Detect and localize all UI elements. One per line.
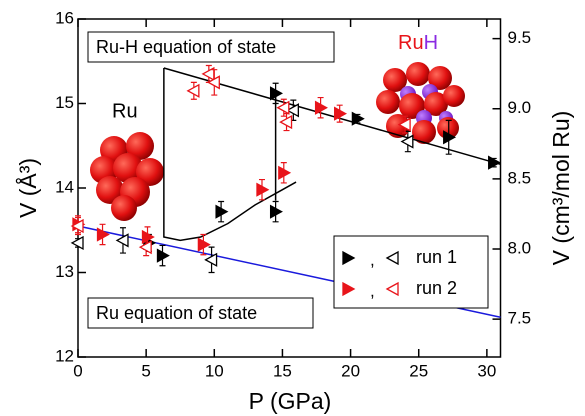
legend-marker: [342, 250, 356, 266]
x-tick-label: 30: [477, 361, 496, 380]
open-marker: [206, 75, 220, 90]
legend-marker: [342, 281, 356, 297]
y-tick-label: 14: [55, 177, 74, 196]
y2-tick-label: 9.5: [508, 28, 532, 47]
open-marker: [276, 100, 290, 115]
y-tick-label: 13: [55, 262, 74, 281]
open-marker: [70, 235, 84, 251]
y2-tick-label: 9.0: [508, 98, 532, 117]
filled-marker: [156, 248, 170, 263]
x-axis-title: P (GPa): [249, 388, 332, 414]
open-marker: [400, 134, 414, 149]
annotation: Ru-H equation of state: [96, 37, 276, 57]
fit-line: [163, 68, 297, 242]
annotation-part: Ru: [398, 32, 424, 54]
open-marker: [204, 252, 218, 267]
y-tick-label: 16: [55, 8, 74, 27]
filled-marker: [314, 100, 328, 115]
filled-marker: [488, 155, 502, 170]
legend-marker: [385, 250, 399, 266]
x-tick-label: 25: [409, 361, 428, 380]
x-tick-label: 20: [341, 361, 360, 380]
y2-axis-title: V (cm³/mol Ru): [548, 111, 574, 266]
y2-tick-label: 8.5: [508, 168, 532, 187]
y-tick-label: 15: [55, 93, 74, 112]
legend-separator: ,: [370, 250, 375, 269]
legend-separator: ,: [370, 281, 375, 300]
ruh-cluster: [376, 62, 465, 144]
open-marker: [115, 233, 129, 248]
y-axis-title: V (Å³): [14, 158, 41, 218]
annotation-part: H: [424, 32, 438, 54]
open-marker: [279, 114, 293, 130]
filled-marker: [278, 165, 292, 180]
filled-marker: [334, 106, 348, 121]
open-marker: [138, 240, 152, 255]
y2-tick-label: 8.0: [508, 238, 532, 257]
y-tick-label: 12: [55, 346, 74, 365]
filled-marker: [197, 237, 211, 252]
legend-label: run 2: [416, 278, 457, 298]
filled-marker: [269, 86, 283, 101]
open-marker: [397, 117, 411, 132]
filled-marker: [215, 204, 229, 219]
x-tick-label: 5: [141, 361, 150, 380]
filled-marker: [351, 111, 365, 126]
ru-cluster: [90, 132, 164, 221]
annotation: Ru: [112, 100, 138, 122]
open-marker: [285, 103, 299, 118]
fit-line: [163, 67, 501, 166]
filled-marker: [256, 182, 270, 197]
x-tick-label: 0: [73, 361, 82, 380]
x-tick-label: 10: [205, 361, 224, 380]
annotation: RuH: [398, 32, 438, 54]
legend-box: [333, 235, 489, 309]
annotation-box: [87, 297, 314, 329]
open-marker: [186, 83, 200, 98]
filled-marker: [96, 227, 110, 242]
open-marker: [70, 218, 84, 234]
filled-marker: [141, 229, 155, 245]
filled-marker: [269, 204, 283, 219]
annotation: Ru equation of state: [96, 303, 257, 323]
annotation-box: [87, 31, 335, 63]
filled-marker: [443, 130, 457, 145]
x-tick-label: 15: [273, 361, 292, 380]
y2-tick-label: 7.5: [508, 309, 532, 328]
legend-label: run 1: [416, 247, 457, 267]
legend-marker: [385, 281, 399, 297]
